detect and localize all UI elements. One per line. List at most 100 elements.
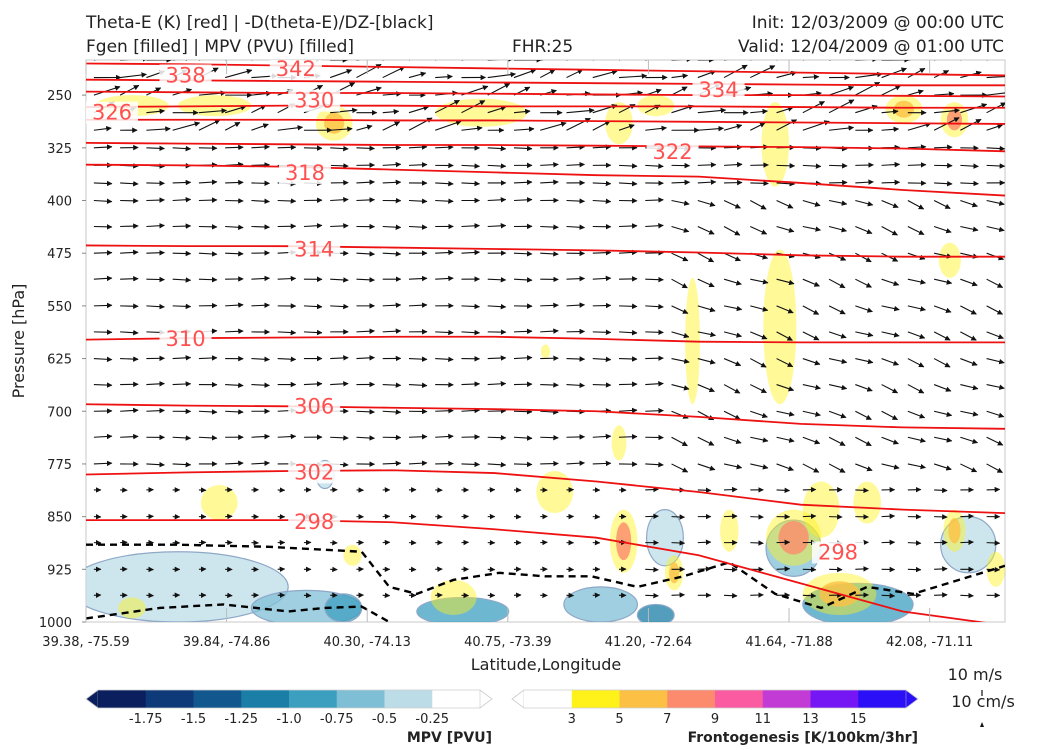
wind-vector bbox=[487, 277, 507, 283]
wind-vector bbox=[960, 384, 979, 391]
wind-vector bbox=[934, 91, 955, 97]
wind-vector bbox=[750, 384, 767, 394]
wind-vector bbox=[330, 68, 353, 79]
wind-vector bbox=[566, 460, 586, 466]
wind-vector bbox=[93, 250, 113, 256]
wind-vector bbox=[146, 197, 165, 203]
wind-vector bbox=[697, 436, 715, 446]
wind-vector bbox=[435, 144, 454, 150]
wind-vector bbox=[697, 384, 715, 393]
wind-ref-label-2: 10 cm/s bbox=[951, 692, 1015, 711]
wind-vector bbox=[592, 249, 612, 256]
wind-vector bbox=[829, 125, 855, 131]
mpv-colorbar-tick-label: -0.5 bbox=[372, 712, 397, 727]
mpv-region-4 bbox=[563, 586, 638, 622]
wind-vector bbox=[487, 303, 507, 310]
wind-vector bbox=[172, 381, 192, 387]
wind-vector bbox=[435, 356, 454, 363]
theta-e-contour-318 bbox=[86, 163, 1005, 197]
wind-vector bbox=[198, 435, 218, 441]
fgen-colorbar-swatch bbox=[667, 690, 716, 708]
wind-vector bbox=[487, 381, 507, 387]
wind-vector bbox=[277, 433, 297, 440]
theta-e-label-7: 314 bbox=[294, 238, 334, 262]
wind-vector bbox=[566, 144, 586, 150]
wind-vector bbox=[487, 105, 507, 114]
wind-vector bbox=[592, 180, 612, 187]
fgen-colorbar-tick-label: 11 bbox=[754, 712, 771, 727]
x-tick-label: 41.64, -71.88 bbox=[745, 635, 832, 650]
wind-vector bbox=[645, 197, 664, 203]
wind-vector bbox=[855, 252, 872, 263]
wind-vector bbox=[645, 407, 664, 414]
mpv-colorbar-tick-label: -0.25 bbox=[415, 712, 449, 727]
theta-e-layer: 342 338 334 330 326 322 318 314 310 306 302 298 298 bbox=[86, 60, 1005, 622]
fgen-region-outer-21 bbox=[853, 481, 881, 524]
wind-vector bbox=[461, 125, 483, 132]
fgen-region-outer-20 bbox=[802, 481, 840, 538]
mpv-colorbar-swatch bbox=[98, 690, 147, 708]
wind-vector bbox=[750, 225, 768, 235]
wind-vector bbox=[487, 163, 507, 169]
fgen-region-outer-26 bbox=[343, 544, 362, 566]
wind-vector bbox=[960, 199, 978, 208]
wind-vector bbox=[93, 180, 113, 187]
theta-e-contour-298 bbox=[86, 519, 987, 622]
wind-vector bbox=[986, 486, 1001, 493]
fgen-colorbar-title: Frontogenesis [K/100km/3hr] bbox=[688, 730, 918, 746]
wind-vector bbox=[907, 305, 926, 312]
wind-vector bbox=[435, 120, 462, 131]
wind-vector bbox=[934, 180, 953, 187]
wind-vector bbox=[960, 436, 979, 444]
wind-vector bbox=[881, 199, 899, 209]
wind-vector bbox=[566, 382, 586, 389]
wind-vector bbox=[750, 436, 769, 443]
wind-vector bbox=[330, 107, 358, 114]
mpv-colorbar-swatch bbox=[336, 690, 385, 708]
wind-vector bbox=[881, 179, 901, 186]
wind-vector bbox=[146, 222, 165, 229]
wind-vector bbox=[93, 275, 113, 282]
wind-vector bbox=[146, 303, 165, 310]
wind-vector bbox=[461, 303, 481, 310]
wind-vector bbox=[461, 163, 480, 169]
wind-vector bbox=[881, 126, 900, 133]
wind-vector bbox=[907, 226, 925, 236]
wind-vector bbox=[802, 463, 820, 473]
wind-vector bbox=[618, 407, 638, 414]
plot-frame bbox=[85, 59, 1006, 623]
wind-vector bbox=[986, 331, 1004, 340]
y-tick-label: 850 bbox=[47, 511, 72, 526]
wind-vector bbox=[802, 384, 821, 390]
wind-vector bbox=[855, 179, 874, 185]
wind-vector bbox=[408, 198, 428, 204]
theta-e-label-bg-0 bbox=[269, 60, 322, 81]
wind-vector bbox=[828, 358, 848, 365]
wind-vector bbox=[435, 74, 453, 80]
wind-vector bbox=[828, 331, 847, 339]
wind-vector bbox=[697, 278, 715, 288]
wind-vector bbox=[408, 224, 428, 230]
wind-vector bbox=[934, 566, 948, 572]
wind-vector bbox=[881, 331, 900, 338]
wind-vector bbox=[671, 73, 689, 79]
wind-vector bbox=[907, 278, 926, 285]
wind-vector bbox=[828, 410, 847, 419]
wind-vector bbox=[592, 144, 612, 150]
wind-vector bbox=[933, 463, 952, 471]
theta-e-label-bg-8 bbox=[159, 327, 212, 350]
y-tick-label: 1000 bbox=[39, 616, 72, 631]
wind-vector bbox=[408, 302, 428, 308]
wind-vector bbox=[356, 124, 373, 131]
wind-vector bbox=[645, 486, 659, 493]
wind-vector bbox=[251, 356, 270, 363]
fgen-region-core-23 bbox=[948, 518, 961, 544]
wind-vector bbox=[566, 69, 584, 79]
wind-vector bbox=[907, 463, 927, 470]
wind-vector bbox=[513, 251, 533, 257]
wind-vector bbox=[224, 121, 241, 131]
wind-vector bbox=[172, 121, 201, 131]
wind-vector bbox=[855, 358, 874, 365]
wind-vector bbox=[120, 249, 139, 256]
theta-e-contour-306 bbox=[86, 403, 1005, 430]
